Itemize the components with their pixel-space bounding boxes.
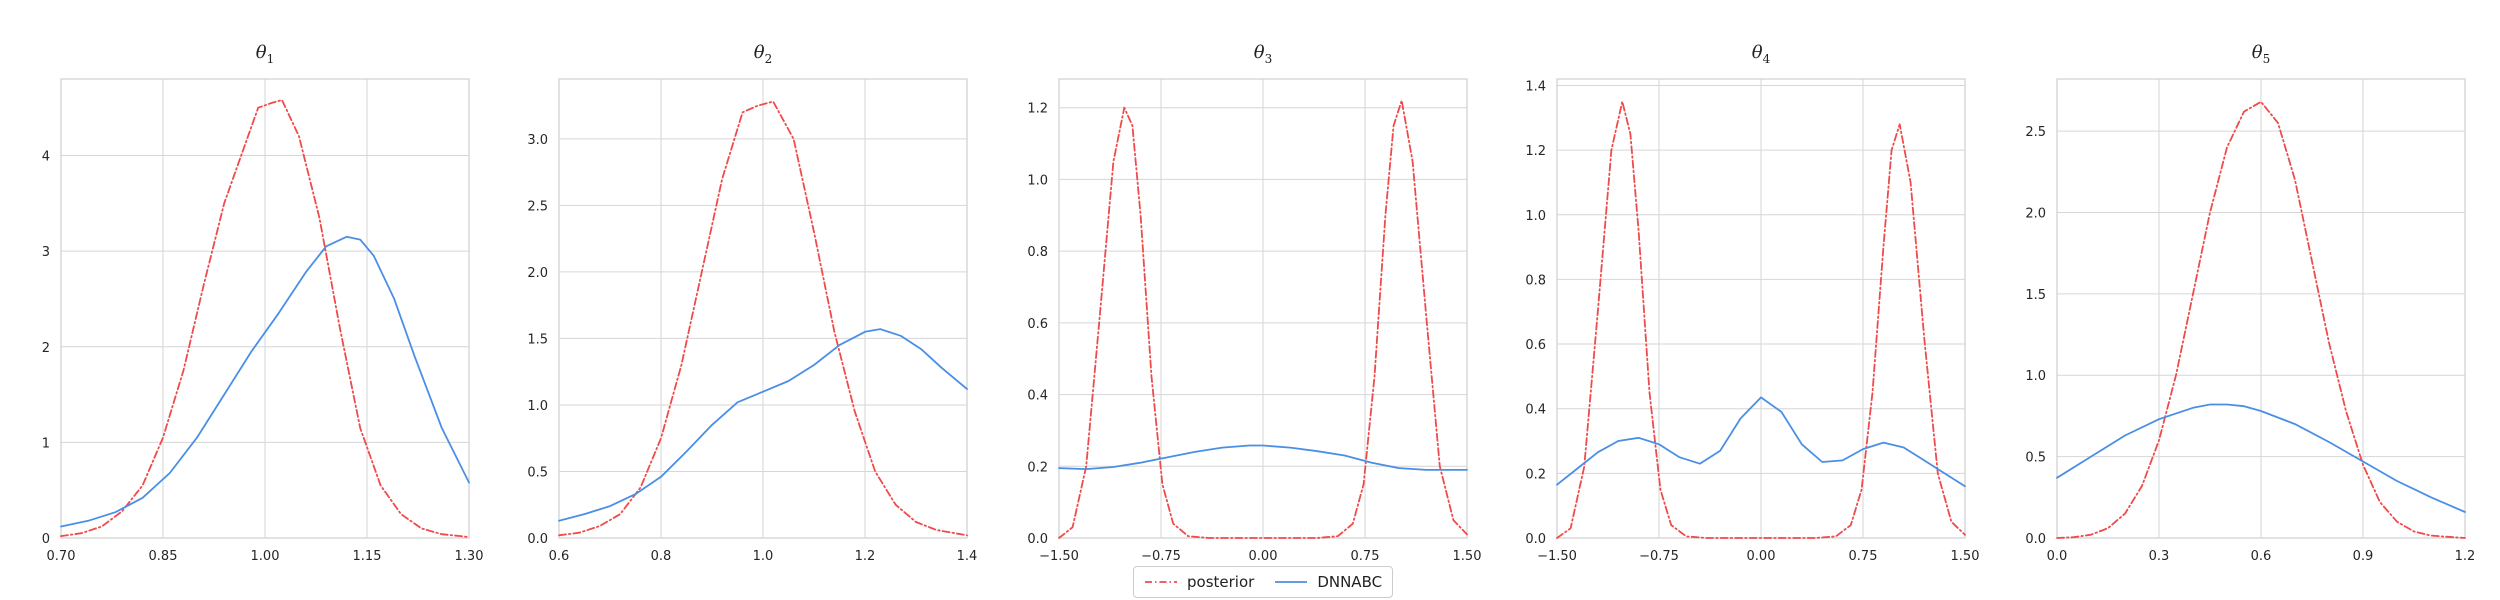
- y-tick-label: 2.5: [527, 199, 548, 214]
- chart-panel-1: 0.70 0.85 1.00 1.15 1.30 0 1 2 3 4 θ1: [42, 42, 484, 564]
- y-tick-label: 1.4: [1525, 79, 1546, 94]
- x-tick-label: 0.0: [2047, 549, 2068, 564]
- legend-swatch-dnnabc: [1275, 581, 1308, 583]
- x-tick-label: −0.75: [1141, 549, 1181, 564]
- y-tick-label: 0.4: [1027, 389, 1048, 404]
- x-tick-label: 1.2: [2455, 549, 2476, 564]
- chart-title: θ2: [754, 42, 772, 66]
- x-tick-label: 0.85: [149, 549, 178, 564]
- y-tick-label: 0.4: [1525, 403, 1546, 418]
- chart-panel-3: −1.50 −0.75 0.00 0.75 1.50 0.0 0.2 0.4 0.6 0.8 1.0…: [1027, 42, 1481, 564]
- legend-label-posterior: posterior: [1187, 573, 1255, 591]
- x-tick-label: 1.00: [251, 549, 280, 564]
- x-tick-label: 0.9: [2353, 549, 2374, 564]
- y-tick-label: 0.5: [527, 465, 548, 480]
- y-tick-label: 0.0: [1027, 532, 1048, 547]
- plot-frame: [2056, 78, 2466, 539]
- legend-label-dnnabc: DNNABC: [1317, 573, 1383, 591]
- y-tick-label: 0: [42, 532, 50, 547]
- x-tick-label: 0.00: [1249, 549, 1278, 564]
- y-tick-label: 3: [42, 245, 50, 260]
- y-tick-label: 1.0: [1027, 173, 1048, 188]
- x-tick-label: −1.50: [1039, 549, 1079, 564]
- y-tick-label: 0.8: [1027, 245, 1048, 260]
- series-line-dnnabc: [1058, 444, 1468, 471]
- x-tick-label: 0.8: [651, 549, 672, 564]
- plot-frame: [558, 78, 968, 539]
- chart-title: θ4: [1752, 42, 1771, 66]
- x-tick-label: 0.6: [2251, 549, 2272, 564]
- x-tick-label: 1.0: [753, 549, 774, 564]
- y-tick-label: 0.0: [2025, 532, 2046, 547]
- y-tick-label: 1.0: [2025, 369, 2046, 384]
- y-tick-label: 0.5: [2025, 451, 2046, 466]
- y-tick-label: 1.5: [527, 332, 548, 347]
- x-tick-label: 0.3: [2149, 549, 2170, 564]
- x-tick-label: 1.50: [1951, 549, 1980, 564]
- x-tick-label: 1.2: [855, 549, 876, 564]
- y-tick-label: 3.0: [527, 133, 548, 148]
- y-tick-label: 1.0: [527, 399, 548, 414]
- series-line-posterior: [1556, 100, 1966, 539]
- y-tick-label: 0.6: [1027, 317, 1048, 332]
- legend-entry-dnnabc: DNNABC: [1274, 573, 1382, 591]
- chart-panel-4: −1.50 −0.75 0.00 0.75 1.50 0.0 0.2 0.4 0.6 0.8 1.0…: [1525, 42, 1979, 564]
- chart-panel-5: 0.0 0.3 0.6 0.9 1.2 0.0 0.5 1.0 1.5 2.0 2.5 θ5: [2025, 42, 2475, 564]
- x-tick-label: 0.6: [549, 549, 570, 564]
- chart-title: θ5: [2252, 42, 2270, 66]
- y-tick-label: 4: [42, 150, 50, 165]
- series-line-posterior: [558, 100, 968, 537]
- y-tick-label: 0.2: [1525, 467, 1546, 482]
- y-tick-label: 0.0: [1525, 532, 1546, 547]
- legend-swatch-posterior: [1145, 581, 1177, 583]
- y-tick-label: 2.0: [2025, 206, 2046, 221]
- y-tick-label: 1.0: [1525, 209, 1546, 224]
- plot-frame: [1058, 78, 1468, 539]
- series-line-posterior: [1058, 99, 1468, 539]
- x-tick-label: −0.75: [1639, 549, 1679, 564]
- series-line-dnnabc: [1556, 396, 1966, 488]
- series-line-dnnabc: [558, 328, 968, 522]
- x-tick-label: 1.50: [1453, 549, 1482, 564]
- y-tick-label: 2: [42, 341, 50, 356]
- y-tick-label: 1: [42, 436, 50, 451]
- y-tick-label: 0.2: [1027, 460, 1048, 475]
- y-tick-label: 0.8: [1525, 273, 1546, 288]
- legend: posterior DNNABC: [1133, 566, 1394, 598]
- x-tick-label: −1.50: [1537, 549, 1577, 564]
- chart-panel-2: 0.6 0.8 1.0 1.2 1.4 0.0 0.5 1.0 1.5 2.0 2.5 3.0 θ2: [527, 42, 977, 564]
- x-tick-label: 1.15: [353, 549, 382, 564]
- x-tick-label: 0.70: [47, 549, 76, 564]
- y-tick-label: 1.5: [2025, 288, 2046, 303]
- legend-entry-posterior: posterior: [1144, 573, 1254, 591]
- x-tick-label: 1.4: [957, 549, 978, 564]
- y-tick-label: 2.5: [2025, 125, 2046, 140]
- x-tick-label: 0.00: [1747, 549, 1776, 564]
- series-line-dnnabc: [60, 235, 470, 528]
- plot-frame: [60, 78, 470, 539]
- chart-title: θ3: [1254, 42, 1272, 66]
- x-tick-label: 1.30: [455, 549, 484, 564]
- series-line-posterior: [60, 99, 470, 538]
- y-tick-label: 1.2: [1027, 102, 1048, 117]
- series-line-dnnabc: [2056, 403, 2466, 513]
- y-tick-label: 2.0: [527, 266, 548, 281]
- y-tick-label: 0.6: [1525, 338, 1546, 353]
- y-tick-label: 1.2: [1525, 144, 1546, 159]
- chart-title: θ1: [256, 42, 274, 66]
- y-tick-label: 0.0: [527, 532, 548, 547]
- x-tick-label: 0.75: [1849, 549, 1878, 564]
- x-tick-label: 0.75: [1351, 549, 1380, 564]
